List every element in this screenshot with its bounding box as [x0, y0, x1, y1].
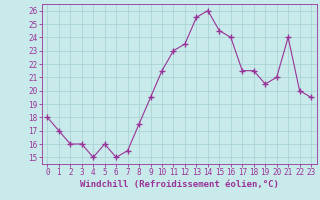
X-axis label: Windchill (Refroidissement éolien,°C): Windchill (Refroidissement éolien,°C) — [80, 180, 279, 189]
